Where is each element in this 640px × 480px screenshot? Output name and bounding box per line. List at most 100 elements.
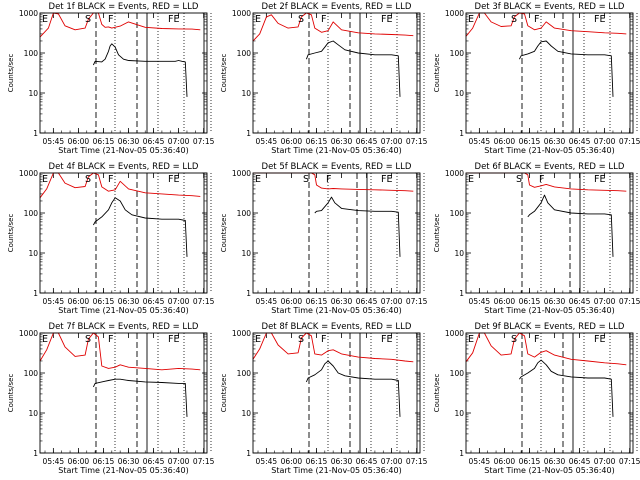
x-tick-label: 06:15 (93, 137, 115, 146)
x-tick-label: 06:30 (331, 457, 353, 466)
x-tick-label: 07:15 (406, 137, 428, 146)
x-tick-label: 06:00 (68, 297, 90, 306)
marker-f: F (108, 174, 113, 185)
x-tick-label: 05:45 (256, 457, 278, 466)
x-tick-label: 06:15 (93, 457, 115, 466)
x-tick-label: 07:15 (619, 137, 640, 146)
marker-s: S (85, 174, 91, 185)
events-curve (314, 196, 401, 257)
panel-title: Det 2f BLACK = Events, RED = LLD (262, 2, 412, 12)
y-axis-label: Counts/sec (433, 374, 441, 413)
panel-det-4: Det 4f BLACK = Events, RED = LLD 1 10 100 10… (7, 162, 215, 315)
x-tick-label: 06:30 (331, 297, 353, 306)
y-tick-label: 10 (28, 409, 38, 418)
marker-s: S (516, 174, 522, 185)
x-tick-label: 06:30 (118, 297, 140, 306)
x-tick-label: 06:45 (143, 137, 165, 146)
marker-e: E (255, 334, 261, 345)
plot-frame (39, 332, 208, 454)
x-tick-label: 06:15 (519, 297, 541, 306)
marker-fe: FE (381, 174, 392, 185)
plot-frame (465, 332, 634, 454)
y-tick-label: 1 (33, 449, 38, 458)
x-tick-label: 05:45 (256, 137, 278, 146)
y-tick-label: 1000 (19, 329, 38, 338)
x-tick-label: 06:15 (306, 297, 328, 306)
x-tick-label: 05:45 (43, 457, 65, 466)
x-tick-label: 05:45 (43, 137, 65, 146)
y-tick-label: 100 (24, 49, 39, 58)
y-tick-label: 1 (459, 289, 464, 298)
x-tick-label: 06:30 (544, 137, 566, 146)
x-tick-label: 06:45 (356, 457, 378, 466)
marker-f: F (321, 334, 326, 345)
x-tick-label: 07:15 (619, 297, 640, 306)
y-tick-label: 10 (454, 89, 464, 98)
marker-f: F (326, 174, 331, 185)
plot-frame (252, 12, 421, 134)
panel-title: Det 4f BLACK = Events, RED = LLD (49, 162, 199, 172)
y-tick-label: 1 (246, 129, 251, 138)
x-axis-label: Start Time (21-Nov-05 05:36:40) (484, 306, 614, 315)
y-tick-label: 10 (241, 249, 251, 258)
y-tick-label: 1 (33, 289, 38, 298)
x-tick-label: 05:45 (469, 457, 491, 466)
y-axis-label: Counts/sec (433, 214, 441, 253)
x-tick-label: 07:15 (193, 457, 215, 466)
y-tick-label: 100 (450, 49, 465, 58)
x-tick-label: 06:00 (281, 137, 303, 146)
plot-frame (465, 12, 634, 134)
plot-frame (465, 172, 634, 294)
y-tick-label: 10 (28, 89, 38, 98)
panel-title: Det 7f BLACK = Events, RED = LLD (49, 322, 199, 332)
lld-curve (465, 332, 627, 366)
y-tick-label: 1 (246, 449, 251, 458)
x-tick-label: 06:45 (143, 297, 165, 306)
x-tick-label: 06:45 (569, 297, 591, 306)
x-tick-label: 07:00 (168, 457, 190, 466)
marker-fe: FE (594, 174, 605, 185)
marker-fe: FE (381, 334, 392, 345)
x-tick-label: 05:45 (469, 137, 491, 146)
marker-e: E (468, 14, 474, 25)
panel-title: Det 9f BLACK = Events, RED = LLD (475, 322, 625, 332)
y-tick-label: 100 (450, 369, 465, 378)
x-tick-label: 06:30 (544, 297, 566, 306)
x-axis-label: Start Time (21-Nov-05 05:36:40) (271, 306, 401, 315)
y-tick-label: 100 (450, 209, 465, 218)
x-axis-label: Start Time (21-Nov-05 05:36:40) (58, 306, 188, 315)
marker-f: F (534, 14, 539, 25)
marker-s: S (298, 334, 304, 345)
y-tick-label: 1000 (19, 9, 38, 18)
x-tick-label: 06:00 (68, 457, 90, 466)
x-tick-label: 07:00 (168, 137, 190, 146)
events-curve (527, 194, 614, 257)
x-tick-label: 06:15 (519, 457, 541, 466)
panel-det-9: Det 9f BLACK = Events, RED = LLD 1 10 100 10… (433, 322, 640, 475)
marker-fe: FE (168, 334, 179, 345)
y-axis-label: Counts/sec (433, 54, 441, 93)
panel-det-5: Det 5f BLACK = Events, RED = LLD 1 10 100 10… (220, 162, 428, 315)
y-axis-label: Counts/sec (7, 374, 15, 413)
lld-curve (465, 12, 627, 37)
x-tick-label: 06:15 (306, 137, 328, 146)
y-tick-label: 100 (237, 369, 252, 378)
marker-s: S (85, 14, 91, 25)
panel-title: Det 1f BLACK = Events, RED = LLD (49, 2, 199, 12)
marker-e: E (42, 174, 48, 185)
y-tick-label: 1000 (445, 9, 464, 18)
panel-title: Det 6f BLACK = Events, RED = LLD (475, 162, 625, 172)
y-tick-label: 1000 (445, 329, 464, 338)
marker-f: F (108, 14, 113, 25)
plot-frame (39, 172, 208, 294)
events-curve (305, 40, 401, 97)
x-axis-label: Start Time (21-Nov-05 05:36:40) (484, 466, 614, 475)
y-tick-label: 100 (24, 209, 39, 218)
events-curve (305, 360, 401, 417)
y-axis-label: Counts/sec (7, 54, 15, 93)
x-tick-label: 06:00 (281, 297, 303, 306)
x-tick-label: 06:15 (93, 297, 115, 306)
plot-frame (39, 12, 208, 134)
x-tick-label: 06:00 (494, 457, 516, 466)
